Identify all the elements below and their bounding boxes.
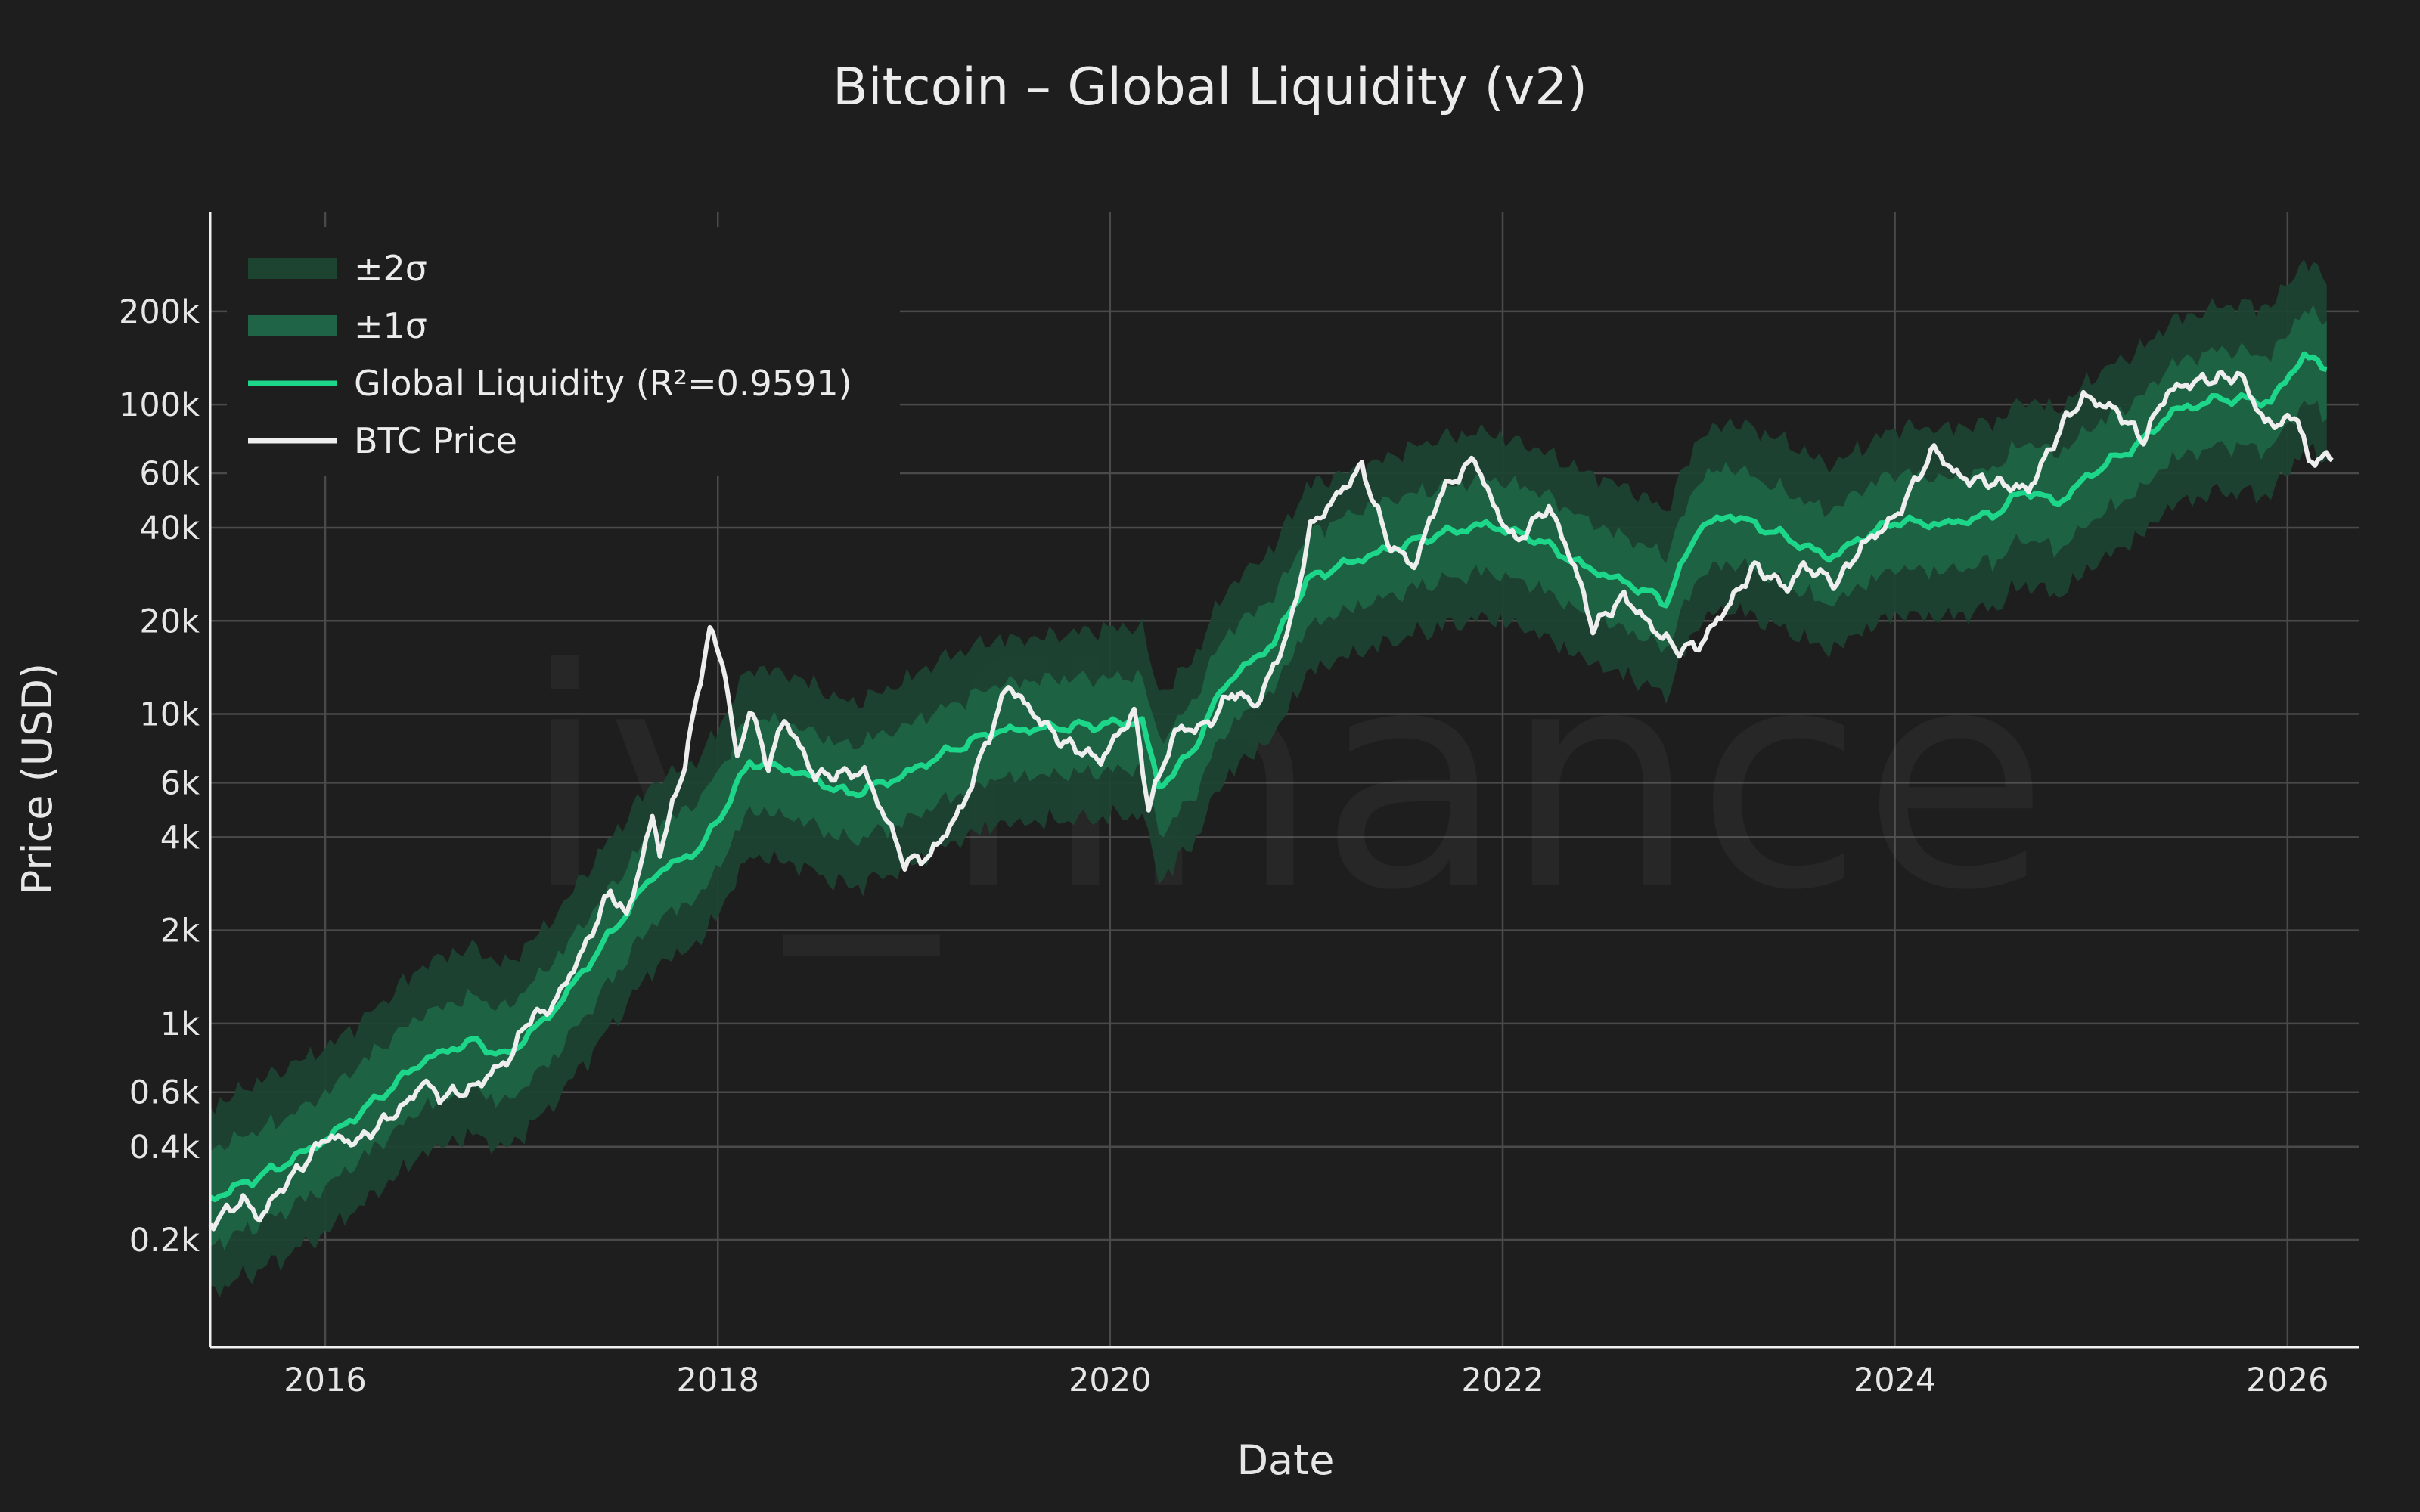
chart-title: Bitcoin – Global Liquidity (v2): [833, 57, 1587, 117]
axes: 0.2k 0.4k 0.6k 1k 2k 4k 6k 10k 20k 40k 60k 100k 200k…: [119, 212, 2360, 1399]
legend-label: BTC Price: [354, 420, 517, 461]
y-tick-label: 0.2k: [129, 1222, 200, 1259]
legend[interactable]: ±2σ ±1σ Global Liquidity (R²=0.9591) BTC Pr…: [227, 227, 900, 476]
legend-label: ±2σ: [354, 248, 427, 289]
series-lines: [208, 351, 2334, 1232]
y-axis-title: Price (USD): [14, 663, 61, 894]
y-tick-label: 60k: [139, 455, 200, 493]
y-tick-label: 4k: [160, 819, 200, 857]
x-tick-label: 2024: [1854, 1362, 1936, 1399]
legend-label: Global Liquidity (R²=0.9591): [354, 363, 852, 404]
x-tick-label: 2018: [677, 1362, 759, 1399]
y-tick-label: 200k: [119, 293, 200, 331]
y-tick-label: 40k: [139, 510, 200, 547]
y-tick-label: 6k: [160, 764, 200, 802]
band-1-sigma: [210, 305, 2327, 1250]
y-tick-label: 20k: [139, 603, 200, 640]
y-tick-label: 10k: [139, 696, 200, 734]
y-tick-label: 2k: [160, 912, 200, 950]
x-axis-title: Date: [1236, 1436, 1334, 1484]
y-tick-label: 1k: [160, 1005, 200, 1043]
y-tick-label: 0.4k: [129, 1129, 200, 1167]
y-tick-label: 100k: [119, 386, 200, 424]
x-tick-label: 2016: [284, 1362, 366, 1399]
y-tick-label: 0.6k: [129, 1074, 200, 1112]
x-tick-label: 2020: [1069, 1362, 1151, 1399]
series-line-btc-price: [208, 370, 2334, 1232]
series-line-global-liquidity: [209, 351, 2328, 1203]
legend-background: [227, 227, 900, 476]
legend-swatch-band1: [248, 315, 337, 336]
x-tick-label: 2022: [1461, 1362, 1544, 1399]
sigma-bands: [210, 259, 2327, 1298]
legend-swatch-band2: [248, 258, 337, 279]
legend-label: ±1σ: [354, 305, 427, 346]
x-tick-label: 2026: [2246, 1362, 2328, 1399]
